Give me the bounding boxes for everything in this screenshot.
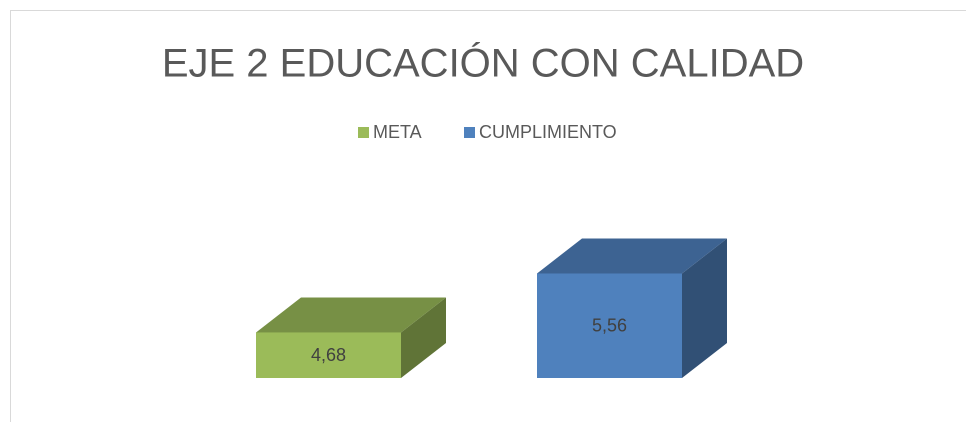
bar: [537, 273, 682, 378]
bar: [256, 332, 401, 378]
legend-label: CUMPLIMIENTO: [479, 122, 617, 142]
chart-title: EJE 2 EDUCACIÓN CON CALIDAD: [162, 41, 804, 86]
bar-top: [256, 297, 446, 333]
chart-border: [10, 10, 966, 422]
legend-label: META: [373, 122, 422, 142]
bar-side: [682, 238, 727, 378]
legend-swatch: [358, 127, 369, 138]
legend-swatch: [464, 127, 475, 138]
bar-side: [401, 297, 446, 378]
data-label: 4,68: [311, 345, 346, 365]
bar-top: [537, 238, 727, 274]
data-label: 5,56: [592, 315, 627, 335]
